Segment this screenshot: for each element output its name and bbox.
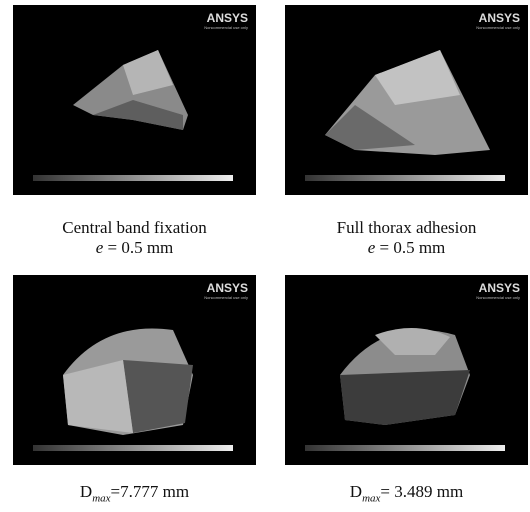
- caption-line: Central band fixation: [13, 218, 256, 238]
- logo-note: Noncommercial use only: [476, 295, 520, 300]
- caption-line: e = 0.5 mm: [13, 238, 256, 258]
- subscript: max: [92, 492, 110, 504]
- caption-text: = 3.489 mm: [380, 482, 463, 501]
- caption-text: = 0.5 mm: [103, 238, 173, 257]
- caption: Dmax=7.777 mm: [13, 482, 256, 504]
- caption-line: e = 0.5 mm: [285, 238, 528, 258]
- symbol: D: [350, 482, 362, 501]
- logo-note: Noncommercial use only: [204, 25, 248, 30]
- ansys-panel: ANSYS Noncommercial use only: [285, 5, 528, 195]
- ansys-panel: ANSYS Noncommercial use only: [13, 5, 256, 195]
- caption-text: =7.777 mm: [111, 482, 190, 501]
- caption-line: Full thorax adhesion: [285, 218, 528, 238]
- subscript: max: [362, 492, 380, 504]
- caption-text: = 0.5 mm: [375, 238, 445, 257]
- caption: Dmax= 3.489 mm: [285, 482, 528, 504]
- model-render: [285, 275, 528, 465]
- logo-note: Noncommercial use only: [204, 295, 248, 300]
- model-render: [285, 5, 528, 195]
- ansys-panel: ANSYS Noncommercial use only: [13, 275, 256, 465]
- logo: ANSYS: [207, 281, 248, 295]
- symbol: D: [80, 482, 92, 501]
- caption: Central band fixation e = 0.5 mm: [13, 218, 256, 258]
- ansys-panel: ANSYS Noncommercial use only: [285, 275, 528, 465]
- caption: Full thorax adhesion e = 0.5 mm: [285, 218, 528, 258]
- logo-note: Noncommercial use only: [476, 25, 520, 30]
- model-render: [13, 5, 256, 195]
- logo: ANSYS: [479, 281, 520, 295]
- figure: ANSYS Noncommercial use only ANSYS Nonco…: [0, 0, 530, 512]
- logo: ANSYS: [479, 11, 520, 25]
- logo: ANSYS: [207, 11, 248, 25]
- model-render: [13, 275, 256, 465]
